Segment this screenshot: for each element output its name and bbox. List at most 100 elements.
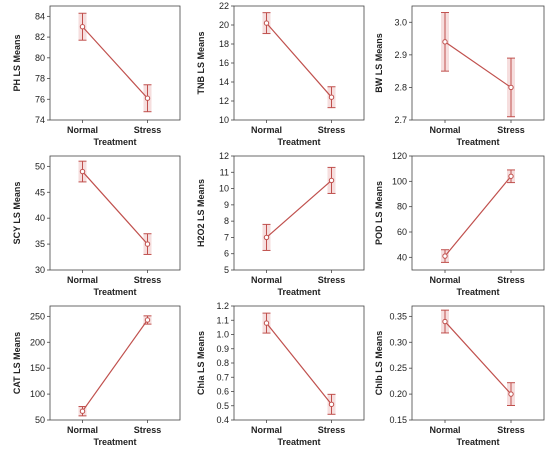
data-point	[263, 20, 270, 26]
x-axis-title: Treatment	[277, 437, 320, 447]
y-tick-label: 3.0	[394, 17, 407, 27]
x-tick-label: Stress	[318, 275, 346, 285]
y-tick-label: 250	[30, 311, 45, 321]
data-point	[328, 177, 335, 184]
chart-svg-3: 30 35 40 45 50 Normal Stress Treatment SCY LS Me…	[12, 155, 181, 297]
y-tick-label: 35	[35, 239, 45, 249]
y-tick-label: 20	[219, 20, 229, 30]
y-tick-label: 0.5	[216, 401, 229, 411]
y-tick-label: 0.35	[389, 311, 407, 321]
data-point	[508, 84, 514, 91]
y-tick-label: 0.20	[389, 389, 407, 399]
chart-panel-2: 2.7 2.8 2.9 3.0 Normal Stress Treatment BW LS M…	[370, 0, 550, 150]
x-tick-label: Stress	[497, 275, 525, 285]
x-tick-label: Normal	[67, 275, 98, 285]
series-line	[444, 321, 512, 395]
y-axis-title: SCY LS Means	[12, 182, 22, 245]
data-point	[79, 408, 86, 414]
x-axis-title: Treatment	[277, 287, 320, 297]
data-point	[79, 24, 86, 30]
y-tick-label: 84	[35, 11, 45, 21]
chart-panel-3: 30 35 40 45 50 Normal Stress Treatment SCY LS Me…	[8, 150, 186, 300]
plot-frame	[233, 5, 365, 121]
y-tick-label: 100	[30, 389, 45, 399]
y-tick-label: 74	[35, 115, 45, 125]
x-tick-label: Normal	[429, 425, 460, 435]
x-tick-label: Stress	[497, 425, 525, 435]
chart-panel-5: 40 60 80 100 120 Normal Stress Treatment POD LS …	[370, 150, 550, 300]
plot-frame	[411, 305, 545, 421]
y-tick-label: 6	[224, 249, 229, 259]
x-axis-title: Treatment	[93, 287, 136, 297]
chart-svg-0: 74 76 78 80 82 84 Normal Stress Treatment PH LS M…	[12, 5, 181, 147]
plot-frame	[49, 305, 181, 421]
y-tick-label: 200	[30, 337, 45, 347]
x-tick-label: Normal	[67, 125, 98, 135]
y-tick-label: 0.30	[389, 337, 407, 347]
y-tick-label: 45	[35, 187, 45, 197]
x-tick-label: Stress	[318, 125, 346, 135]
chart-svg-5: 40 60 80 100 120 Normal Stress Treatment POD LS …	[374, 151, 545, 297]
y-tick-label: 100	[392, 176, 407, 186]
series-line	[444, 175, 512, 257]
y-tick-label: 9	[224, 200, 229, 210]
data-point	[442, 318, 448, 325]
y-tick-label: 2.8	[394, 82, 407, 92]
chart-svg-1: 10 12 14 16 18 20 22 Normal Stress Treatment TNB L…	[196, 1, 365, 147]
y-tick-label: 0.7	[216, 372, 229, 382]
x-tick-label: Stress	[318, 425, 346, 435]
y-tick-label: 120	[392, 151, 407, 161]
y-tick-label: 12	[219, 151, 229, 161]
y-tick-label: 14	[219, 77, 229, 87]
chart-svg-6: 50 100 150 200 250 Normal Stress Treatment CAT L…	[12, 305, 181, 447]
x-tick-label: Normal	[251, 125, 282, 135]
series-line	[266, 179, 332, 238]
y-tick-label: 80	[35, 53, 45, 63]
y-tick-label: 50	[35, 415, 45, 425]
data-point	[144, 241, 151, 247]
x-axis-title: Treatment	[277, 137, 320, 147]
series-line	[444, 41, 512, 88]
chart-panel-4: 5 6 7 8 9 10 11 12 Normal Stress Treatment H2O2 LS …	[192, 150, 370, 300]
x-axis-title: Treatment	[456, 137, 499, 147]
y-tick-label: 150	[30, 363, 45, 373]
x-axis-title: Treatment	[456, 437, 499, 447]
x-axis-title: Treatment	[456, 287, 499, 297]
y-axis-title: CAT LS Means	[12, 332, 22, 394]
data-point	[328, 401, 335, 408]
y-tick-label: 5	[224, 265, 229, 275]
x-axis-title: Treatment	[93, 437, 136, 447]
y-tick-label: 12	[219, 96, 229, 106]
x-tick-label: Normal	[429, 125, 460, 135]
chart-panel-1: 10 12 14 16 18 20 22 Normal Stress Treatment TNB L…	[192, 0, 370, 150]
data-point	[263, 234, 270, 241]
chart-panel-0: 74 76 78 80 82 84 Normal Stress Treatment PH LS M…	[8, 0, 186, 150]
y-tick-label: 0.15	[389, 415, 407, 425]
y-tick-label: 1.2	[216, 301, 229, 311]
y-tick-label: 78	[35, 74, 45, 84]
y-axis-title: PH LS Means	[12, 34, 22, 91]
chart-panel-6: 50 100 150 200 250 Normal Stress Treatment CAT L…	[8, 300, 186, 450]
series-line	[82, 26, 148, 99]
plot-frame	[411, 5, 545, 121]
series-line	[266, 322, 332, 405]
y-tick-label: 1.1	[216, 315, 229, 325]
y-tick-label: 8	[224, 216, 229, 226]
y-tick-label: 10	[219, 115, 229, 125]
plot-frame	[411, 155, 545, 271]
y-tick-label: 0.8	[216, 358, 229, 368]
x-tick-label: Normal	[251, 425, 282, 435]
chart-svg-4: 5 6 7 8 9 10 11 12 Normal Stress Treatment H2O2 LS …	[196, 151, 365, 297]
y-axis-title: TNB LS Means	[196, 31, 206, 94]
y-tick-label: 0.25	[389, 363, 407, 373]
y-tick-label: 7	[224, 232, 229, 242]
y-axis-title: POD LS Means	[374, 181, 384, 245]
y-tick-label: 22	[219, 1, 229, 11]
y-tick-label: 0.4	[216, 415, 229, 425]
data-point	[508, 391, 514, 397]
x-tick-label: Stress	[134, 125, 162, 135]
x-tick-label: Stress	[134, 275, 162, 285]
y-axis-title: H2O2 LS Means	[196, 179, 206, 247]
y-axis-title: BW LS Means	[374, 33, 384, 93]
